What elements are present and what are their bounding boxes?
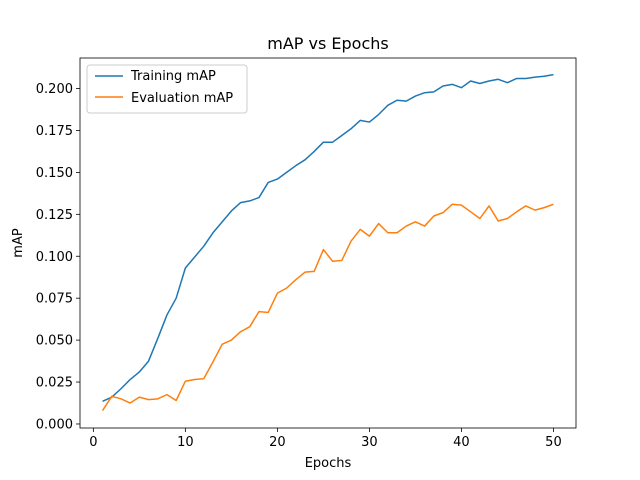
y-tick-label: 0.200 <box>36 82 73 97</box>
x-tick-label: 30 <box>361 435 378 450</box>
y-tick-label: 0.125 <box>36 208 73 223</box>
x-tick-label: 10 <box>177 435 194 450</box>
x-tick-label: 20 <box>269 435 286 450</box>
legend-label-training: Training mAP <box>130 69 216 84</box>
y-tick-label: 0.075 <box>36 292 73 307</box>
x-tick-label: 40 <box>453 435 470 450</box>
x-axis-label: Epochs <box>305 456 352 471</box>
chart-title: mAP vs Epochs <box>267 34 388 53</box>
plot-area <box>80 58 576 428</box>
series-layer <box>101 73 554 411</box>
y-tick-label: 0.000 <box>36 417 73 432</box>
y-axis-ticks: 0.000 0.025 0.050 0.075 0.100 0.125 0.150 0.175… <box>36 82 80 432</box>
y-axis-label: mAP <box>11 228 26 258</box>
x-tick-label: 0 <box>89 435 97 450</box>
x-axis-ticks: 0 10 20 30 40 50 <box>89 428 562 450</box>
series-line-evaluation <box>101 203 554 411</box>
series-line-training <box>102 73 554 403</box>
y-tick-label: 0.050 <box>36 334 73 349</box>
legend-label-evaluation: Evaluation mAP <box>131 91 233 106</box>
y-tick-label: 0.100 <box>36 250 73 265</box>
plot-frame <box>79 57 577 429</box>
y-tick-label: 0.025 <box>36 376 73 391</box>
legend: Training mAP Evaluation mAP <box>86 64 248 114</box>
y-tick-label: 0.175 <box>36 124 73 139</box>
x-tick-label: 50 <box>545 435 562 450</box>
y-tick-label: 0.150 <box>36 166 73 181</box>
legend-box <box>86 64 248 114</box>
